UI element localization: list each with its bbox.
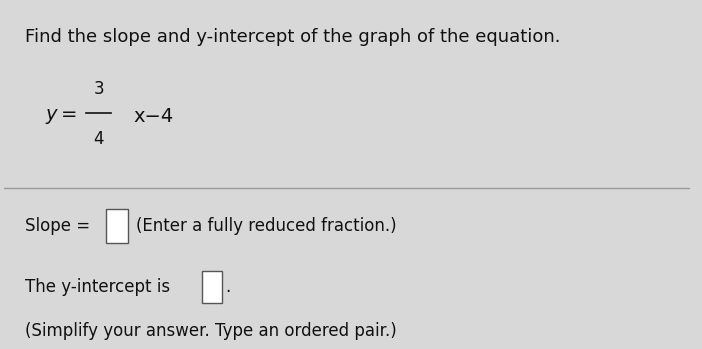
Text: (Simplify your answer. Type an ordered pair.): (Simplify your answer. Type an ordered p… [25, 322, 397, 340]
Text: 4: 4 [93, 130, 104, 148]
Text: 3: 3 [93, 80, 104, 98]
FancyBboxPatch shape [106, 209, 128, 243]
Text: Find the slope and y-intercept of the graph of the equation.: Find the slope and y-intercept of the gr… [25, 28, 560, 46]
Text: (Enter a fully reduced fraction.): (Enter a fully reduced fraction.) [136, 217, 397, 235]
FancyBboxPatch shape [201, 271, 223, 303]
Text: .: . [226, 278, 231, 296]
Text: The y-intercept is: The y-intercept is [25, 278, 170, 296]
Text: $y=$: $y=$ [46, 107, 77, 126]
Text: Slope =: Slope = [25, 217, 90, 235]
Text: x−4: x−4 [133, 107, 173, 126]
